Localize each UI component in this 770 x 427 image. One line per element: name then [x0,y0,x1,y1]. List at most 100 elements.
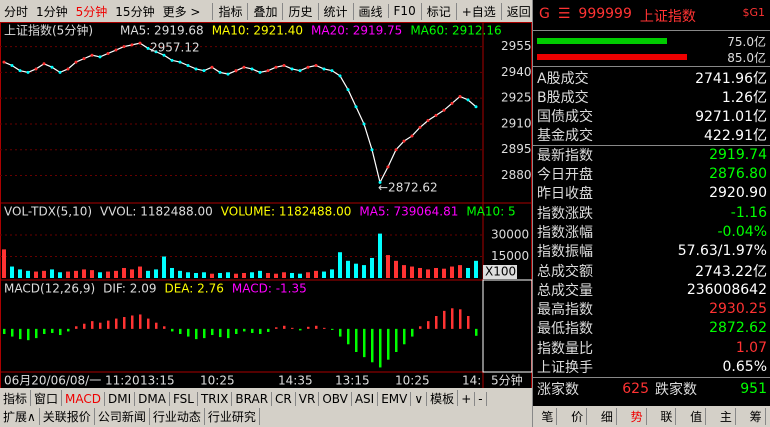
indicator-tab[interactable]: TRIX [198,391,233,406]
price-point [370,148,374,152]
indicator-tab[interactable]: 指标 [0,390,32,407]
macd-bar [131,315,134,329]
toolbar-button[interactable]: 画线 [352,2,388,20]
price-point [170,58,174,62]
sep [533,377,770,378]
volume-bar [170,267,174,278]
panel-button[interactable]: 细 [598,408,617,425]
indicator-tab[interactable]: FSL [170,391,198,406]
sep [533,145,770,146]
volume-bar [266,272,270,278]
period-tab[interactable]: 1分钟 [36,4,68,19]
macd-bar [83,323,86,329]
macd-bar [339,328,342,337]
indicator-tab[interactable]: 模板 [427,390,459,407]
indicator-tab[interactable]: - [475,391,487,406]
price-point [418,125,422,129]
quote-label: 指数振幅 [537,244,593,261]
indicator-tab[interactable]: OBV [319,391,352,406]
info-tab[interactable]: 行业动态 [150,408,205,425]
macd-bar [259,328,262,334]
volume-bar [426,269,430,278]
quote-row: 指数涨幅 -0.04% [537,222,767,241]
macd-bar [227,328,230,339]
quote-label: 最高指数 [537,302,593,319]
panel-button[interactable]: 筹 [747,408,766,425]
panel-header: DIF: 2.09 [103,282,156,296]
panel-header: MA5: 739064.81 [359,205,458,219]
indicator-tab[interactable]: CR [272,391,296,406]
panel-button[interactable]: 笔 [538,408,558,425]
toolbar-button[interactable]: +自选 [455,2,501,20]
toolbar-button[interactable]: 标记 [420,2,456,20]
macd-bar [379,328,382,368]
indicator-tab[interactable]: DMA [135,391,170,406]
toolbar-button[interactable]: 统计 [317,2,353,20]
macd-bar [235,328,238,334]
quote-row: 国债成交 9271.01亿 [537,107,767,126]
macd-bar [419,326,422,329]
quote-row: 今日开盘 2876.80 [537,165,767,184]
info-tab[interactable]: 行业研究 [205,408,260,425]
info-tab[interactable]: 扩展∧ [0,408,40,425]
volume-bar [378,233,382,278]
toolbar-button[interactable]: 指标 [212,2,247,20]
period-tab[interactable]: 分时 [4,4,29,19]
indicator-tab[interactable]: ∨ [411,391,428,406]
indicator-tab[interactable]: VR [296,391,320,406]
price-point [290,67,294,71]
indicator-tab[interactable]: DMI [105,391,136,406]
period-tab[interactable]: 15分钟 [115,4,155,19]
info-tab[interactable]: 关联报价 [40,408,95,425]
toolbar-button[interactable]: F10 [387,4,421,18]
bar-label: 75.0亿 [727,35,766,49]
quote-row: 总成交量 236008642 [537,280,767,299]
panel-button[interactable]: 值 [687,408,707,425]
panel-button[interactable]: 联 [657,408,677,425]
panel-button[interactable]: 主 [717,408,736,425]
indicator-tab[interactable]: 窗口 [31,390,63,407]
quote-label: 国债成交 [537,109,593,126]
volume-bar [154,269,158,278]
panel-button[interactable]: 势 [628,408,647,425]
price-point [338,74,342,78]
volume-bar [250,272,254,278]
toolbar-button[interactable]: 返回 [500,2,536,20]
price-point [58,70,62,74]
price-point [474,105,478,109]
indicator-tab[interactable]: BRAR [232,391,273,406]
info-tab[interactable]: 公司新闻 [95,408,150,425]
indicator-tab[interactable]: MACD [62,391,106,406]
price-point [450,101,454,105]
macd-bar [355,328,358,352]
price-point [282,64,286,67]
price-point [458,94,462,98]
period-tab[interactable]: 5分钟 [75,4,108,19]
quote-value: 9271.01亿 [695,109,767,126]
low-label: ←2872.62 [378,181,438,195]
volume-bar [282,272,286,278]
macd-bar [459,309,462,329]
macd-bar [307,326,310,329]
indicator-tab[interactable]: EMV [378,391,412,406]
quote-value: -1.16 [730,204,767,221]
price-point [362,122,366,126]
price-point [386,165,390,169]
toolbar-button[interactable]: 历史 [282,2,317,20]
indicator-tab[interactable]: ASI [352,391,379,406]
macd-bar [291,327,294,329]
quote-row: 昨日收盘 2920.90 [537,184,767,203]
period-tab[interactable]: 更多 > [162,4,201,19]
quote-row: A股成交 2741.96亿 [537,68,767,87]
macd-bar [107,320,110,329]
quote-label: 指数涨幅 [537,224,593,241]
macd-bar [171,328,174,332]
up-label: 涨家数 [537,381,579,398]
volume-bar [34,271,38,278]
price-point [402,139,406,143]
indicator-tab[interactable]: + [458,391,476,406]
panel-button[interactable]: 价 [568,408,588,425]
price-point [378,180,382,184]
macd-bar [147,318,150,329]
toolbar-button[interactable]: 叠加 [247,2,282,20]
